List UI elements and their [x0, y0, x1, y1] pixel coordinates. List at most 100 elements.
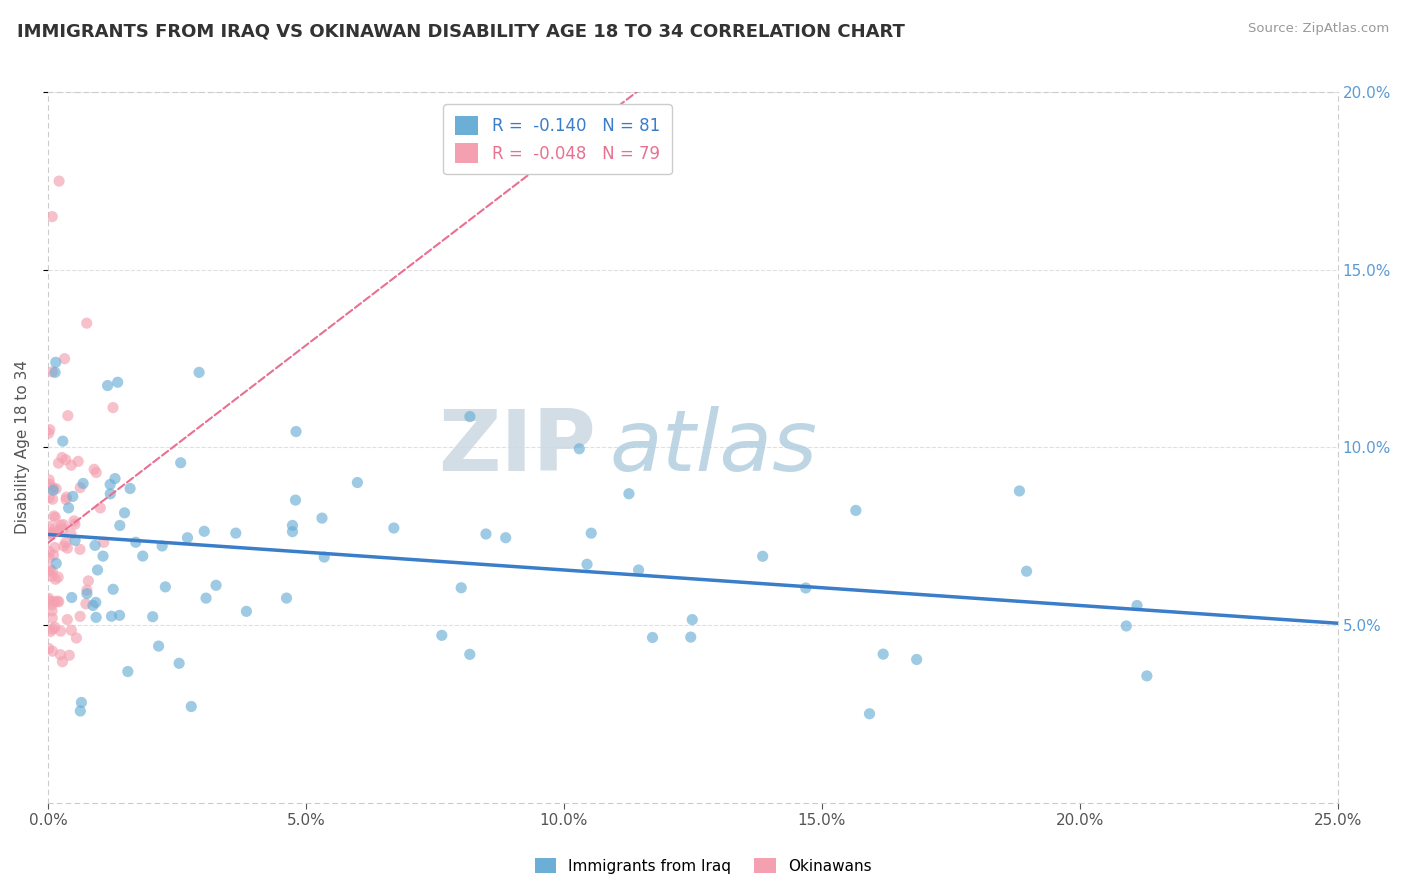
Point: [430, 628, 453, 642]
Point: [1008, 483, 1031, 498]
Point: [281, 518, 304, 533]
Text: Source: ZipAtlas.com: Source: ZipAtlas.com: [1249, 22, 1389, 36]
Point: [76, 586, 98, 600]
Point: [142, 609, 165, 624]
Point: [44, 572, 66, 586]
Point: [48, 595, 70, 609]
Point: [86, 563, 108, 577]
Point: [627, 563, 650, 577]
Text: atlas: atlas: [609, 406, 817, 489]
Point: [101, 401, 124, 415]
Point: [44, 521, 66, 535]
Point: [176, 531, 198, 545]
Point: [41, 598, 63, 612]
Point: [450, 581, 472, 595]
Point: [42, 481, 65, 495]
Point: [679, 630, 702, 644]
Point: [46, 570, 69, 584]
Point: [225, 526, 247, 541]
Point: [49, 648, 72, 662]
Point: [63, 533, 86, 548]
Point: [41, 492, 63, 507]
Point: [180, 699, 202, 714]
Point: [100, 609, 122, 624]
Point: [475, 527, 498, 541]
Point: [48, 456, 70, 470]
Point: [51, 655, 73, 669]
Point: [155, 580, 177, 594]
Point: [76, 316, 98, 330]
Point: [70, 695, 93, 709]
Point: [44, 365, 66, 379]
Point: [67, 454, 90, 468]
Point: [458, 409, 481, 424]
Point: [108, 608, 131, 623]
Point: [458, 648, 481, 662]
Point: [125, 535, 148, 549]
Point: [858, 706, 880, 721]
Point: [281, 524, 304, 539]
Point: [44, 510, 66, 524]
Point: [872, 647, 894, 661]
Point: [195, 591, 218, 606]
Point: [93, 535, 115, 549]
Point: [52, 517, 75, 532]
Point: [44, 541, 66, 555]
Point: [84, 466, 107, 480]
Point: [38, 591, 60, 606]
Point: [41, 210, 63, 224]
Point: [42, 483, 65, 498]
Point: [53, 351, 76, 366]
Point: [59, 526, 82, 541]
Point: [117, 665, 139, 679]
Point: [42, 508, 65, 523]
Point: [48, 174, 70, 188]
Point: [41, 525, 63, 540]
Point: [39, 526, 62, 541]
Point: [72, 476, 94, 491]
Point: [495, 531, 517, 545]
Point: [38, 477, 60, 491]
Point: [617, 487, 640, 501]
Point: [41, 622, 63, 636]
Point: [49, 624, 72, 639]
Point: [38, 426, 60, 441]
Point: [845, 503, 868, 517]
Point: [83, 462, 105, 476]
Point: [98, 487, 121, 501]
Point: [69, 542, 91, 557]
Point: [120, 482, 142, 496]
Point: [38, 491, 60, 505]
Point: [84, 538, 107, 552]
Point: [38, 544, 60, 558]
Point: [58, 648, 80, 663]
Point: [42, 594, 65, 608]
Point: [38, 593, 60, 607]
Point: [188, 365, 211, 379]
Point: [39, 528, 62, 542]
Point: [65, 631, 87, 645]
Point: [382, 521, 405, 535]
Point: [60, 591, 83, 605]
Point: [52, 539, 75, 553]
Point: [41, 569, 63, 583]
Point: [76, 583, 98, 598]
Legend: Immigrants from Iraq, Okinawans: Immigrants from Iraq, Okinawans: [529, 852, 877, 880]
Point: [91, 549, 114, 563]
Point: [46, 524, 69, 538]
Point: [101, 582, 124, 597]
Point: [69, 609, 91, 624]
Point: [56, 541, 79, 556]
Point: [52, 434, 75, 449]
Point: [1136, 669, 1159, 683]
Point: [55, 490, 77, 504]
Point: [167, 657, 190, 671]
Point: [84, 595, 107, 609]
Text: ZIP: ZIP: [439, 406, 596, 489]
Point: [38, 551, 60, 566]
Point: [39, 562, 62, 576]
Point: [63, 517, 86, 532]
Point: [581, 526, 603, 541]
Point: [38, 641, 60, 656]
Point: [284, 493, 307, 508]
